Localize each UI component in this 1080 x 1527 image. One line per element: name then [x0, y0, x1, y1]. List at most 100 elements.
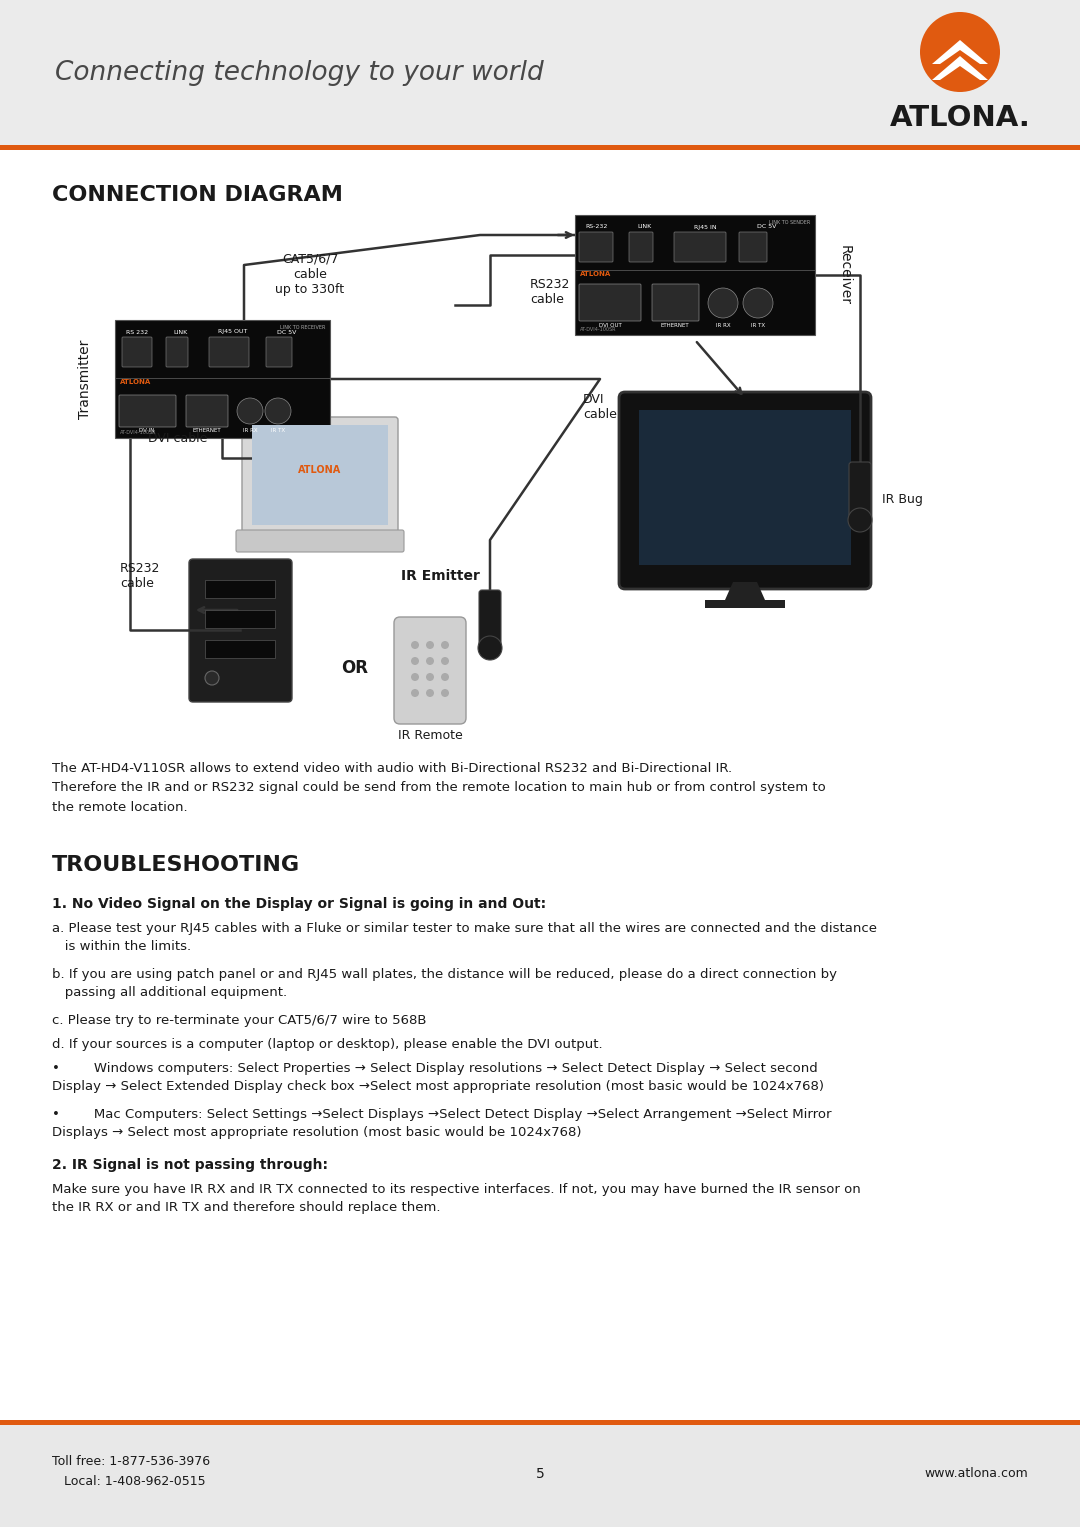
Polygon shape — [725, 582, 765, 600]
Circle shape — [848, 508, 872, 531]
Circle shape — [426, 689, 434, 696]
Text: •        Mac Computers: Select Settings →Select Displays →Select Detect Display : • Mac Computers: Select Settings →Select… — [52, 1109, 832, 1139]
Bar — [0, 1420, 1080, 1425]
Text: DC 5V: DC 5V — [757, 224, 777, 229]
FancyBboxPatch shape — [652, 284, 699, 321]
Circle shape — [426, 673, 434, 681]
Circle shape — [441, 689, 449, 696]
Text: ATLONA: ATLONA — [298, 466, 341, 475]
Text: Receiver: Receiver — [838, 244, 852, 305]
Bar — [205, 580, 275, 599]
Bar — [0, 0, 1080, 145]
Circle shape — [411, 657, 419, 664]
Text: CAT5/6/7
cable
up to 330ft: CAT5/6/7 cable up to 330ft — [275, 253, 345, 296]
Circle shape — [426, 641, 434, 649]
Bar — [205, 640, 275, 658]
Text: ATLONA: ATLONA — [580, 270, 611, 276]
FancyBboxPatch shape — [394, 617, 465, 724]
Bar — [705, 600, 785, 608]
Text: IR RX: IR RX — [716, 324, 730, 328]
Text: RJ45 IN: RJ45 IN — [693, 224, 716, 229]
Circle shape — [205, 670, 219, 686]
Text: LINK: LINK — [173, 330, 187, 334]
Text: Transmitter: Transmitter — [78, 339, 92, 418]
FancyBboxPatch shape — [849, 463, 870, 518]
Text: Toll free: 1-877-536-3976: Toll free: 1-877-536-3976 — [52, 1455, 211, 1467]
Polygon shape — [932, 56, 988, 79]
Circle shape — [708, 289, 738, 318]
FancyBboxPatch shape — [210, 337, 249, 366]
Circle shape — [743, 289, 773, 318]
Text: DV IN: DV IN — [139, 428, 154, 434]
FancyBboxPatch shape — [579, 284, 642, 321]
Bar — [639, 411, 851, 565]
Circle shape — [411, 673, 419, 681]
Text: IR TX: IR TX — [271, 428, 285, 434]
Circle shape — [441, 673, 449, 681]
Text: AT-DVI4-100SR: AT-DVI4-100SR — [120, 431, 157, 435]
FancyBboxPatch shape — [266, 337, 292, 366]
Circle shape — [411, 641, 419, 649]
Text: Make sure you have IR RX and IR TX connected to its respective interfaces. If no: Make sure you have IR RX and IR TX conne… — [52, 1183, 861, 1214]
Circle shape — [411, 689, 419, 696]
Text: LINK TO SENDER: LINK TO SENDER — [769, 220, 810, 224]
Circle shape — [426, 657, 434, 664]
FancyBboxPatch shape — [166, 337, 188, 366]
Polygon shape — [932, 40, 988, 64]
Text: IR Bug: IR Bug — [882, 493, 923, 507]
Circle shape — [265, 399, 291, 425]
Circle shape — [237, 399, 264, 425]
FancyBboxPatch shape — [480, 589, 501, 646]
Bar — [575, 215, 815, 334]
Text: Local: 1-408-962-0515: Local: 1-408-962-0515 — [52, 1475, 205, 1487]
Text: ATLONA.: ATLONA. — [890, 104, 1030, 131]
Text: RS232
cable: RS232 cable — [530, 278, 570, 305]
Text: www.atlona.com: www.atlona.com — [924, 1467, 1028, 1480]
Text: DC 5V: DC 5V — [278, 330, 297, 334]
Text: c. Please try to re-terminate your CAT5/6/7 wire to 568B: c. Please try to re-terminate your CAT5/… — [52, 1014, 427, 1028]
Text: The AT-HD4-V110SR allows to extend video with audio with Bi-Directional RS232 an: The AT-HD4-V110SR allows to extend video… — [52, 762, 826, 814]
Text: RS 232: RS 232 — [126, 330, 148, 334]
Text: CONNECTION DIAGRAM: CONNECTION DIAGRAM — [52, 185, 342, 205]
FancyBboxPatch shape — [122, 337, 152, 366]
Text: LINK: LINK — [638, 224, 652, 229]
Text: LINK TO RECEIVER: LINK TO RECEIVER — [280, 325, 325, 330]
Bar — [252, 425, 388, 525]
Text: OR: OR — [341, 660, 368, 676]
FancyBboxPatch shape — [186, 395, 228, 428]
Text: ATLONA: ATLONA — [120, 379, 151, 385]
FancyBboxPatch shape — [119, 395, 176, 428]
Bar — [205, 609, 275, 628]
FancyBboxPatch shape — [739, 232, 767, 263]
Text: IR Remote: IR Remote — [397, 728, 462, 742]
Text: IR RX: IR RX — [243, 428, 257, 434]
Text: b. If you are using patch panel or and RJ45 wall plates, the distance will be re: b. If you are using patch panel or and R… — [52, 968, 837, 999]
Text: IR TX: IR TX — [751, 324, 765, 328]
Text: TROUBLESHOOTING: TROUBLESHOOTING — [52, 855, 300, 875]
FancyBboxPatch shape — [629, 232, 653, 263]
FancyBboxPatch shape — [242, 417, 399, 533]
Circle shape — [441, 657, 449, 664]
Text: AT-DVI4-100SR: AT-DVI4-100SR — [580, 327, 617, 331]
FancyBboxPatch shape — [674, 232, 726, 263]
Circle shape — [478, 637, 502, 660]
Text: d. If your sources is a computer (laptop or desktop), please enable the DVI outp: d. If your sources is a computer (laptop… — [52, 1038, 603, 1051]
Text: RJ45 OUT: RJ45 OUT — [218, 330, 247, 334]
Text: RS232
cable: RS232 cable — [120, 562, 160, 589]
Text: RS-232: RS-232 — [585, 224, 608, 229]
FancyBboxPatch shape — [237, 530, 404, 551]
Bar — [114, 321, 330, 438]
Text: ETHERNET: ETHERNET — [192, 428, 221, 434]
Text: ETHERNET: ETHERNET — [661, 324, 689, 328]
FancyBboxPatch shape — [579, 232, 613, 263]
Bar — [0, 1425, 1080, 1527]
Text: DVI cable: DVI cable — [148, 432, 207, 444]
Text: •        Windows computers: Select Properties → Select Display resolutions → Sel: • Windows computers: Select Properties →… — [52, 1061, 824, 1093]
FancyBboxPatch shape — [189, 559, 292, 702]
Text: 5: 5 — [536, 1467, 544, 1481]
FancyBboxPatch shape — [619, 392, 870, 589]
Text: 1. No Video Signal on the Display or Signal is going in and Out:: 1. No Video Signal on the Display or Sig… — [52, 896, 546, 912]
Bar — [0, 145, 1080, 150]
Text: 2. IR Signal is not passing through:: 2. IR Signal is not passing through: — [52, 1157, 328, 1173]
Circle shape — [441, 641, 449, 649]
